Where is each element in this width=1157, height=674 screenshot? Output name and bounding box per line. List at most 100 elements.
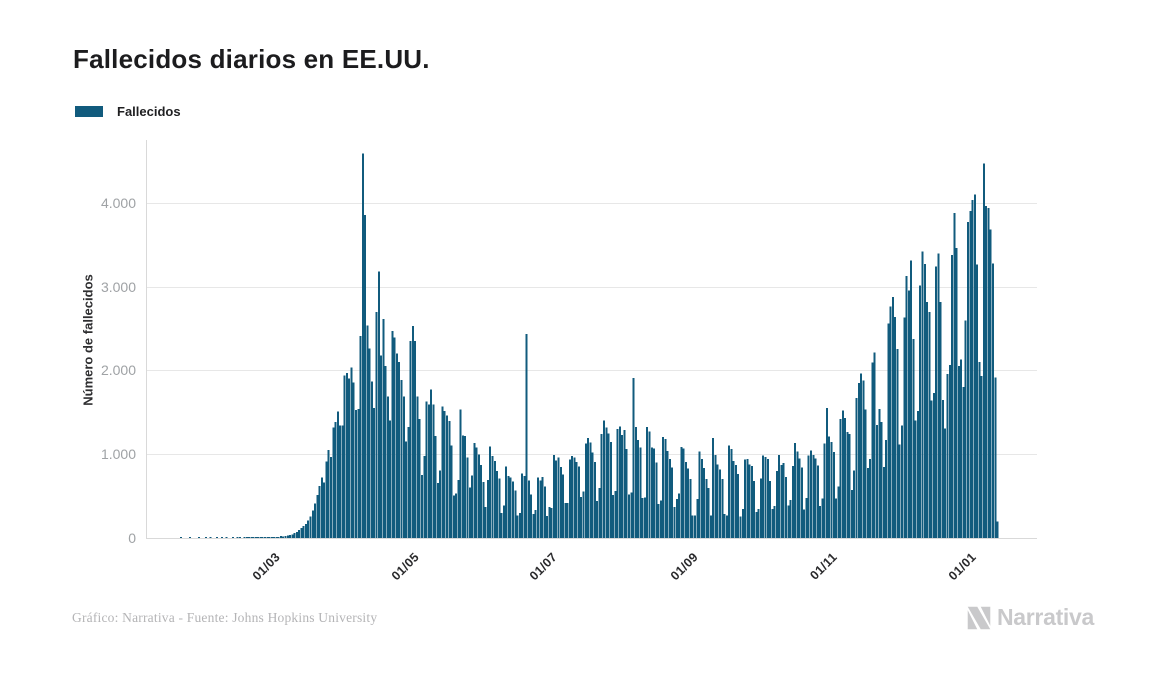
bar [680,447,683,538]
bar [259,537,262,538]
bar [502,505,505,538]
bar [409,341,412,538]
bar [498,478,501,538]
bar [643,497,646,538]
bar [812,454,815,538]
bar [411,326,414,538]
bar [721,479,724,538]
bar [384,366,387,538]
bar [291,534,294,538]
bar [862,380,865,538]
y-tick-label: 4.000 [100,194,136,211]
bar [946,373,949,538]
bar [912,339,915,538]
bar [926,302,929,538]
bar [377,271,380,538]
bar [744,459,747,538]
bar [316,495,319,538]
bar [734,465,737,538]
bar [375,311,378,538]
bar [778,455,781,538]
bar [730,449,733,538]
bar [712,438,715,538]
bar [530,494,533,538]
bar [769,481,772,538]
bar [264,537,266,538]
bar [391,330,394,538]
bar [807,455,810,538]
bar [359,336,362,538]
bar [887,323,890,538]
bar [427,404,430,538]
bar [521,473,524,538]
bar [782,463,785,538]
bar [750,466,753,538]
bar [928,311,931,538]
bar [484,506,487,538]
bar [987,208,990,539]
bar [857,383,860,538]
bar [930,400,933,538]
bar [682,448,685,538]
bar [220,537,223,538]
bar [405,441,408,538]
bar [473,442,476,538]
bar [532,513,535,538]
bar [964,320,967,538]
bar [254,537,257,538]
bar [839,419,842,538]
bar [875,424,878,538]
bar [955,247,958,538]
bar [725,515,728,538]
bar [489,446,492,538]
y-tick-label: 2.000 [100,362,136,379]
bar [304,524,307,538]
bar [355,409,357,538]
bar [935,266,938,538]
bar [448,421,451,538]
bar [416,396,419,538]
bar [976,264,979,538]
bar [571,456,574,538]
bar [493,461,496,538]
brand-logo: Narrativa [966,604,1094,631]
bar [341,425,344,538]
bar [277,537,280,538]
bar [350,367,353,538]
bar [716,464,719,538]
bar [632,378,635,538]
bar [825,408,828,538]
bar [837,486,840,538]
bar [992,263,994,538]
bar [698,451,701,538]
bar [739,516,742,538]
bar [434,435,437,538]
bar [496,470,499,538]
bar [923,264,926,538]
bar [653,448,656,538]
bar [491,456,494,538]
bar [948,364,951,538]
bar [582,491,585,538]
bar [559,466,562,538]
bar [901,425,903,538]
bar [423,455,426,538]
bar [373,408,376,538]
bar [380,355,383,538]
bar [614,491,617,538]
bar [584,443,587,538]
bar [345,372,348,538]
bar [794,442,797,538]
bar [575,461,578,538]
bar [505,466,508,538]
bar [780,465,783,538]
bar [477,454,480,538]
bar [755,511,758,538]
bar [648,431,651,538]
bar [784,477,787,538]
bar [314,503,317,538]
bar [634,427,637,538]
bar [238,537,241,538]
bar [855,397,858,538]
